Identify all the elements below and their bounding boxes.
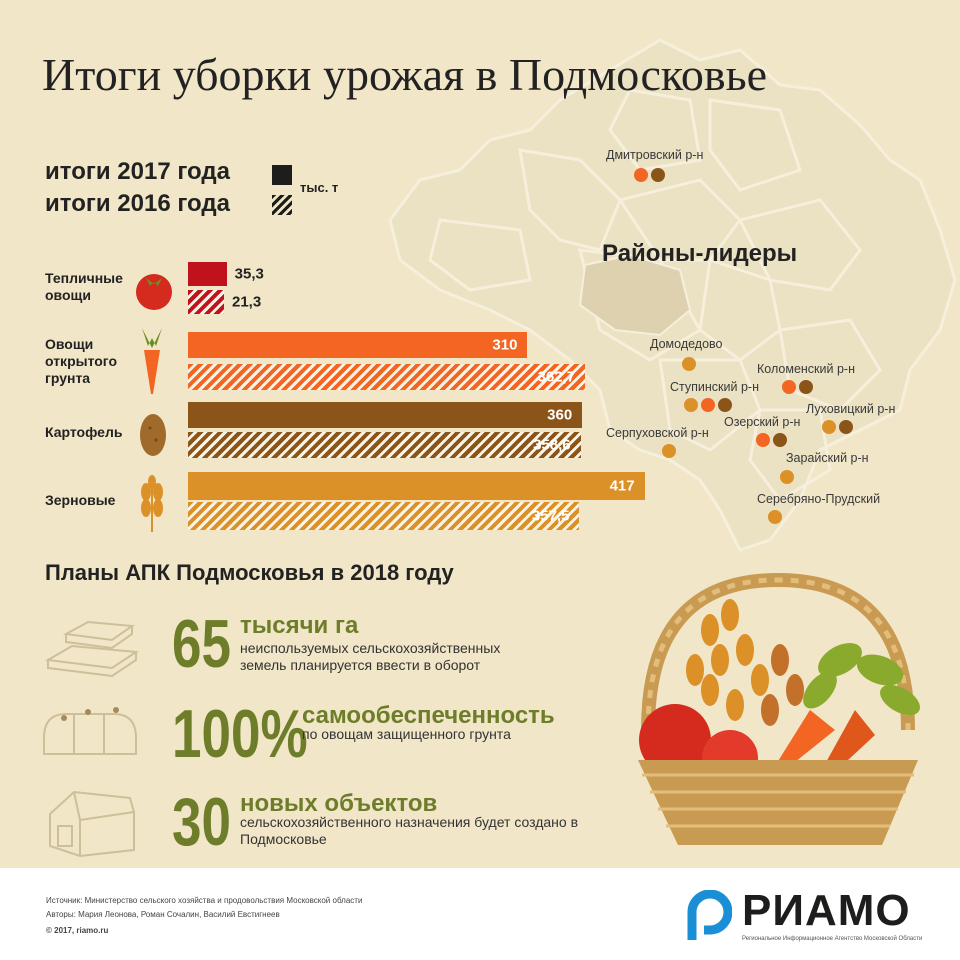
district-label: Дмитровский р-н [606, 148, 704, 162]
district-marker-dot [799, 380, 813, 394]
riamo-logo-subtitle: Региональное Информационное Агентство Мо… [742, 936, 923, 942]
district-marker-dot [651, 168, 665, 182]
bar-value-label: 21,3 [232, 293, 262, 311]
bar-2016: 362,7 [188, 364, 586, 390]
moscow-region-map [388, 38, 957, 552]
legend-2017-label: итоги 2017 года [45, 158, 230, 185]
bar-value-label: 362,7 [537, 368, 576, 386]
bar-2016: 358,6 [188, 432, 581, 458]
category-label: Овощи открытого грунта [45, 336, 117, 386]
district-label: Домодедово [650, 337, 723, 351]
bar-2017: 35,3 [188, 262, 264, 286]
bar-value-label: 310 [492, 336, 518, 354]
harvest-basket-illustration [638, 572, 920, 845]
plans-title: Планы АПК Подмосковья в 2018 году [45, 560, 454, 585]
plan-number: 100% [172, 696, 308, 772]
district-label: Луховицкий р-н [806, 402, 896, 416]
district-label: Коломенский р-н [757, 362, 855, 376]
legend-solid-swatch [272, 165, 292, 185]
district-marker-dot [718, 398, 732, 412]
plan-number-wrap: 30 [172, 784, 242, 860]
bar-value-label: 360 [547, 406, 573, 424]
greenhouse-icon [43, 707, 137, 755]
district-label: Серебряно-Прудский [757, 492, 881, 506]
plan-number-wrap: 100% [172, 696, 308, 772]
district-marker-dot [780, 470, 794, 484]
district-marker-dot [701, 398, 715, 412]
category-label: Тепличные овощи [45, 270, 123, 303]
page-title: Итоги уборки урожая в Подмосковье [42, 49, 767, 100]
map-heading: Районы-лидеры [602, 240, 798, 267]
plan-number-wrap: 65 [172, 606, 252, 682]
district-marker-dot [756, 433, 770, 447]
district-marker-dot [662, 444, 676, 458]
plan-description: неиспользуемых сельскохозяйственных земе… [240, 640, 501, 673]
barn-icon [49, 790, 135, 858]
district-marker-dot [768, 510, 782, 524]
district-marker-dot [822, 420, 836, 434]
footer-copyright: © 2017, riamo.ru [46, 926, 109, 935]
bar-value-label: 357,5 [531, 507, 570, 525]
district-label: Зарайский р-н [786, 451, 869, 465]
footer: Источник: Министерство сельского хозяйст… [0, 868, 960, 960]
district-label: Ступинский р-н [670, 380, 759, 394]
bar-2016: 21,3 [188, 290, 261, 314]
plan-description: по овощам защищенного грунта [302, 726, 511, 742]
plan-heading: новых объектов [240, 790, 438, 817]
bar-value-label: 358,6 [533, 436, 571, 454]
district-marker-dot [773, 433, 787, 447]
land-layers-icon [44, 620, 139, 678]
bar-2017: 310 [188, 332, 528, 358]
footer-source: Источник: Министерство сельского хозяйст… [46, 896, 363, 905]
district-marker-dot [782, 380, 796, 394]
district-marker-dot [634, 168, 648, 182]
district-marker-dot [839, 420, 853, 434]
district-marker-dot [682, 357, 696, 371]
bar-2017: 360 [188, 402, 583, 428]
bar-2016: 357,5 [188, 502, 580, 530]
plan-number: 65 [172, 606, 231, 682]
plan-heading: самообеспеченность [302, 702, 555, 729]
plan-description: сельскохозяйственного назначения будет с… [240, 814, 579, 847]
legend-hatched-swatch [272, 195, 292, 215]
district-label: Серпуховской р-н [606, 426, 709, 440]
plan-heading: тысячи га [240, 612, 359, 639]
tomato-icon [136, 274, 172, 310]
bar-value-label: 417 [609, 477, 635, 495]
carrot-icon [142, 328, 162, 394]
riamo-logo-text[interactable]: РИАМО [742, 886, 911, 935]
unit-label: тыс. т [300, 180, 339, 195]
plan-number: 30 [172, 784, 231, 860]
wheat-icon [141, 475, 163, 532]
legend-2016-label: итоги 2016 года [45, 190, 230, 217]
potato-icon [140, 414, 166, 456]
bar-2017: 417 [188, 472, 645, 500]
footer-authors: Авторы: Мария Леонова, Роман Сочалин, Ва… [46, 910, 280, 919]
riamo-logo-icon [687, 890, 732, 940]
category-label: Зерновые [45, 492, 116, 508]
district-marker-dot [684, 398, 698, 412]
district-label: Озерский р-н [724, 415, 801, 429]
bar-value-label: 35,3 [234, 265, 264, 283]
category-label: Картофель [45, 424, 123, 440]
